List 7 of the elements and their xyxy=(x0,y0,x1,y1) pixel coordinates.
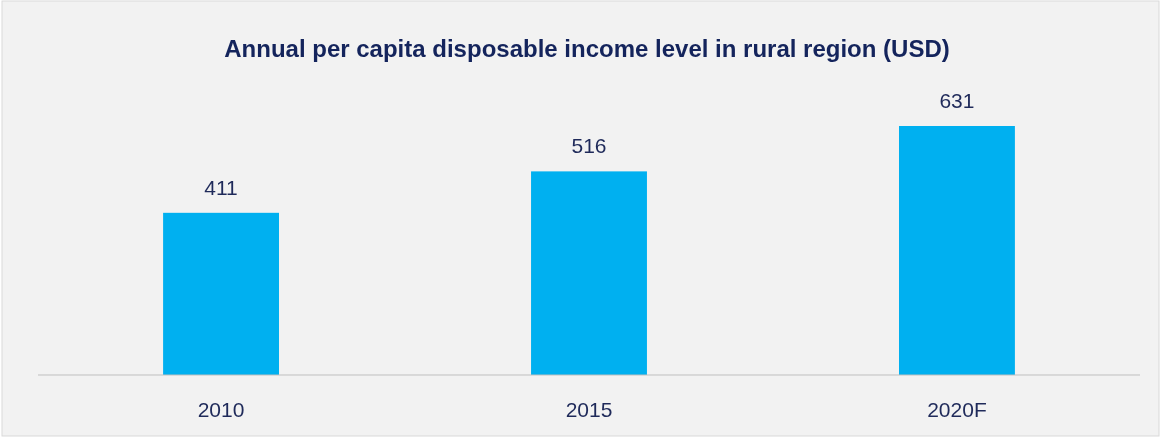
x-tick-label: 2015 xyxy=(565,398,613,421)
data-label: 516 xyxy=(571,134,607,158)
x-tick-label: 2010 xyxy=(197,398,245,421)
x-tick-label: 2020F xyxy=(927,398,987,421)
data-label: 631 xyxy=(939,89,975,112)
chart-title: Annual per capita disposable income level in rural region (USD) xyxy=(224,35,950,62)
data-label: 411 xyxy=(204,175,238,199)
